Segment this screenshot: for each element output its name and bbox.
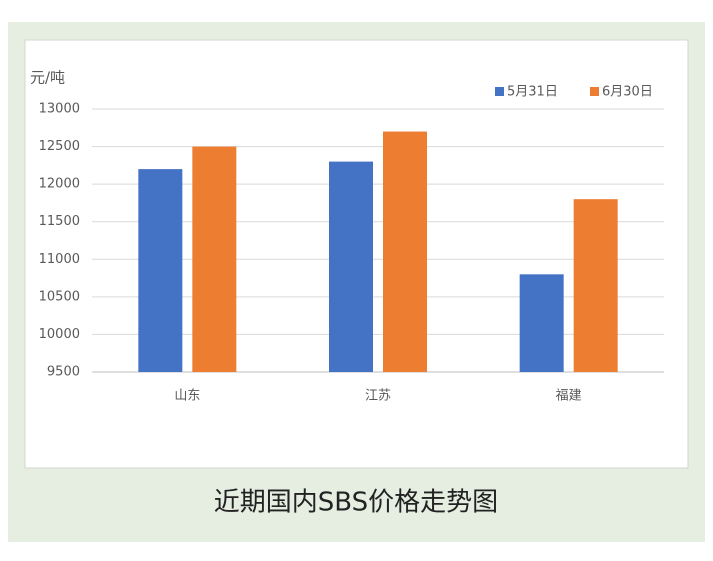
y-unit: 元/吨 [30,69,65,87]
legend-swatch [495,87,504,96]
bar [138,169,183,372]
caption: 近期国内SBS价格走势图 [214,488,498,518]
y-tick-label: 10000 [39,327,80,342]
y-tick-label: 12500 [39,139,80,154]
y-tick-label: 12000 [39,177,80,192]
x-tick-label: 福建 [556,389,582,404]
bar [329,161,373,372]
legend-label: 5月31日 [507,85,558,100]
bar [383,131,427,372]
y-tick-label: 9500 [47,365,80,380]
legend-label: 6月30日 [602,85,653,100]
y-tick-label: 13000 [39,102,80,117]
x-tick-label: 江苏 [365,388,391,404]
x-tick-label: 山东 [174,389,200,404]
y-tick-label: 10500 [39,289,80,304]
legend-swatch [590,87,599,96]
bar [519,274,564,372]
y-tick-label: 11500 [39,214,80,229]
y-tick-label: 11000 [39,252,80,267]
bar [573,199,618,372]
bar [192,146,237,372]
